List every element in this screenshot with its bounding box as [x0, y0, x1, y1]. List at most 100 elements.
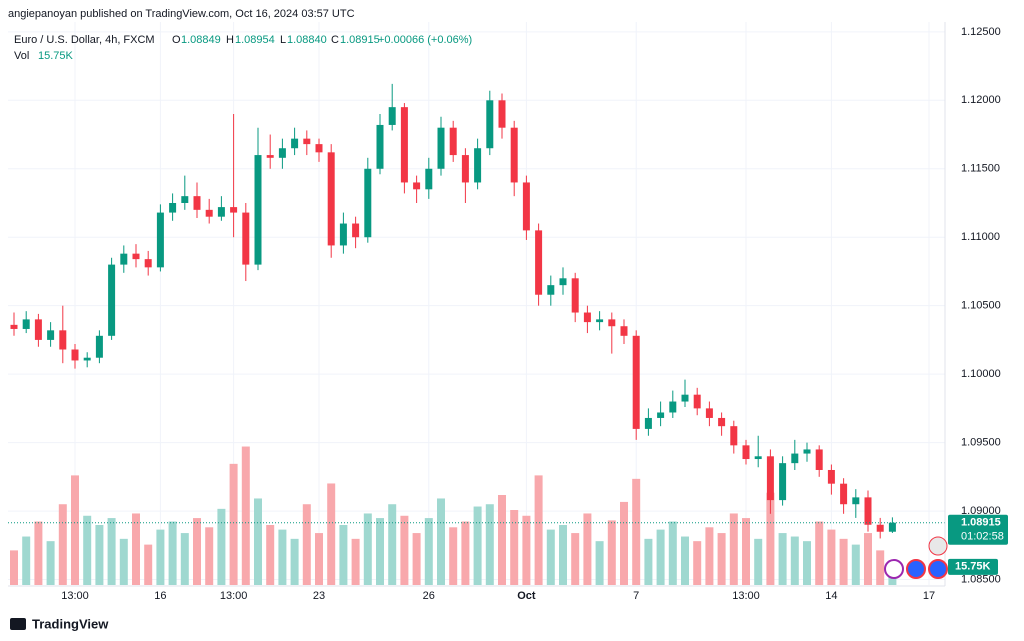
volume-bar: [461, 521, 470, 585]
candle-body: [425, 168, 433, 190]
volume-bar: [10, 550, 18, 585]
time-tick-label: 23: [313, 590, 325, 602]
volume-bar: [668, 521, 677, 585]
volume-bar: [156, 529, 165, 585]
time-tick-label: 26: [423, 590, 435, 602]
time-tick-label: 7: [633, 590, 639, 602]
candle-body: [681, 394, 689, 402]
candle-body: [278, 148, 286, 158]
volume-bar: [400, 515, 409, 585]
indicator-icons: [884, 536, 948, 579]
time-tick-label: 13:00: [61, 590, 89, 602]
price-tick-label: 1.11000: [961, 231, 1000, 243]
candle-body: [827, 469, 835, 484]
last-price-badge: [948, 514, 1008, 545]
countdown: 01:02:58: [961, 531, 1004, 543]
candle-body: [730, 426, 738, 446]
h-key: H: [226, 34, 234, 46]
candle-body: [498, 100, 506, 128]
candle-body: [693, 394, 701, 409]
volume-bar: [607, 520, 616, 585]
candle-body: [230, 207, 238, 213]
volume-bar: [595, 541, 604, 585]
volume-badge-label: 15.75K: [955, 561, 991, 573]
time-tick-label: 16: [154, 590, 166, 602]
volume-bar: [534, 475, 543, 585]
volume-bar: [790, 536, 799, 585]
volume-bar: [693, 541, 702, 585]
candle-body: [71, 349, 79, 361]
candle-body: [779, 463, 787, 501]
volume-bar: [864, 533, 872, 585]
candle-body: [120, 253, 128, 265]
volume-bar: [498, 495, 506, 585]
candle-body: [815, 449, 823, 470]
volume-bar: [815, 521, 824, 585]
candle-body: [547, 285, 555, 295]
volume-bar: [522, 515, 531, 585]
volume-bar: [34, 521, 43, 585]
candle-body: [169, 202, 177, 213]
candle-body: [754, 456, 762, 460]
volume-bar: [717, 533, 726, 585]
candle-body: [522, 182, 530, 231]
candle-body: [144, 259, 152, 268]
candle-body: [47, 330, 55, 340]
price-tick-label: 1.09500: [961, 437, 1001, 449]
volume-bar: [278, 529, 287, 585]
volume-bar: [778, 533, 787, 585]
candle-body: [83, 357, 91, 361]
candle-body: [669, 401, 677, 413]
volume-bar: [754, 538, 763, 585]
volume-bar: [656, 529, 665, 585]
volume-bar: [351, 538, 360, 585]
volume-bar: [290, 538, 299, 585]
volume-bar: [583, 513, 592, 585]
candle-body: [254, 155, 262, 265]
l-value: 1.08840: [287, 34, 327, 46]
volume-bar: [729, 513, 738, 585]
volume-bar: [851, 544, 860, 585]
c-value: 1.08915: [340, 34, 380, 46]
price-tick-label: 1.11500: [961, 163, 1000, 175]
candle-body: [22, 319, 30, 329]
volume-bar: [449, 527, 458, 585]
candle-body: [205, 209, 213, 217]
volume-bar: [546, 529, 555, 585]
volume-bar: [119, 538, 128, 585]
volume-bar: [424, 518, 433, 585]
brand-logo: [10, 618, 26, 630]
volume-bar: [266, 525, 275, 585]
volume-bar: [327, 483, 336, 585]
volume-bar: [315, 533, 323, 585]
candle-body: [388, 107, 396, 125]
volume-bar: [473, 506, 482, 585]
volume-bar: [644, 538, 653, 585]
candle-body: [34, 319, 42, 340]
o-key: O: [172, 34, 181, 46]
volume-bar: [254, 498, 262, 585]
candle-body: [766, 456, 774, 501]
volume-bar: [46, 541, 55, 585]
candle-body: [352, 223, 360, 238]
candle-body: [59, 330, 67, 350]
volume-bar: [193, 518, 201, 585]
candle-body: [95, 335, 103, 358]
candle-body: [583, 312, 591, 323]
volume-bar: [510, 510, 519, 585]
volume-bar: [58, 504, 67, 585]
eu-event-icon: [928, 559, 948, 579]
volume-bar: [83, 515, 92, 585]
candle-body: [876, 524, 884, 532]
volume-bar: [376, 518, 384, 585]
volume-bar: [559, 525, 567, 585]
volume-bar: [412, 533, 421, 585]
volume-bar: [229, 463, 238, 585]
o-value: 1.08849: [181, 34, 221, 46]
us-flag-icon: [928, 536, 948, 556]
candle-body: [803, 449, 811, 454]
candle-body: [437, 127, 445, 169]
candle-body: [413, 182, 421, 190]
volume-bar: [241, 446, 250, 585]
